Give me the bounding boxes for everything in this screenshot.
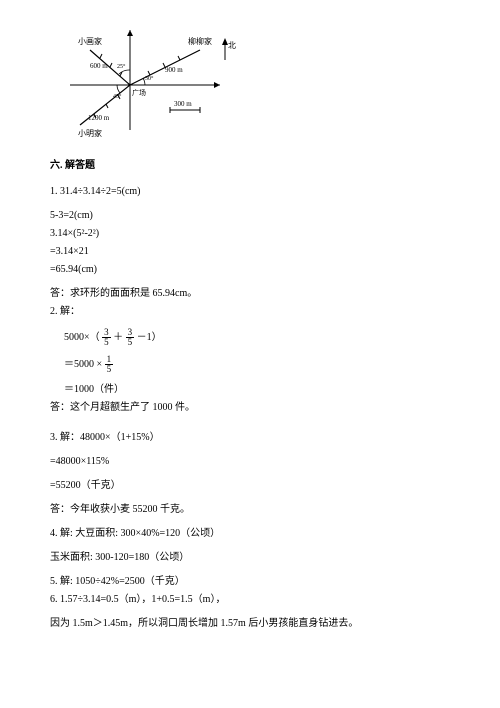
frac-3-5-b: 35 (126, 328, 135, 347)
label-north: 北 (228, 41, 236, 50)
q2-head: 2. 解： (50, 304, 450, 320)
q2-expr-prefix: 5000×（ (64, 332, 100, 343)
label-a45: 45° (113, 93, 122, 100)
q6-l1: 6. 1.57÷3.14=0.5（m），1+0.5=1.5（m）， (50, 592, 450, 608)
coordinate-diagram: 小画家 柳柳家 小明家 广场 北 600 m 900 m 1200 m 300 … (60, 20, 450, 140)
q3-ans: 答：今年收获小麦 55200 千克。 (50, 502, 450, 518)
q3-l3: =55200（千克） (50, 478, 450, 494)
q4-l1: 4. 解: 大豆面积: 300×40%=120（公顷） (50, 526, 450, 542)
q5-l1: 5. 解: 1050÷42%=2500（千克） (50, 574, 450, 590)
q1-l5: =65.94(cm) (50, 262, 450, 278)
q4-l2: 玉米面积: 300-120=180（公顷） (50, 550, 450, 566)
section-title: 六. 解答题 (50, 158, 450, 174)
label-600: 600 m (90, 62, 108, 70)
label-liuliu: 柳柳家 (188, 36, 212, 46)
q6-l2: 因为 1.5m＞1.45m，所以洞口周长增加 1.57m 后小男孩能直身钻进去。 (50, 616, 450, 632)
label-a30: 30° (145, 75, 154, 82)
q2-expr-suffix: －1） (137, 332, 162, 343)
label-300: 300 m (174, 100, 192, 108)
label-xiaoming: 小明家 (78, 128, 102, 138)
q1-l2: 5-3=2(cm) (50, 208, 450, 224)
label-center: 广场 (132, 88, 146, 97)
frac-1-5: 15 (105, 355, 114, 374)
q2-expr-mid: ＋ (113, 332, 123, 343)
q1-ans: 答：求环形的面面积是 65.94cm。 (50, 286, 450, 302)
q3-l1: 3. 解：48000×（1+15%） (50, 430, 450, 446)
frac-3-5-a: 35 (102, 328, 111, 347)
q2-l3: ＝1000（件） (64, 382, 450, 398)
q1-l1: 1. 31.4÷3.14÷2=5(cm) (50, 184, 450, 200)
label-a25: 25° (117, 63, 126, 70)
q2-expr1: 5000×（ 35 ＋ 35 －1） (64, 328, 450, 347)
label-1200: 1200 m (88, 114, 110, 122)
q2-ans: 答：这个月超额生产了 1000 件。 (50, 400, 450, 416)
q2-l2: ＝5000 × 15 (64, 355, 450, 374)
q1-l4: =3.14×21 (50, 244, 450, 260)
label-900: 900 m (165, 66, 183, 74)
q1-l3: 3.14×(5²-2²) (50, 226, 450, 242)
q2-l2-prefix: ＝5000 × (64, 359, 102, 370)
q3-l2: =48000×115% (50, 454, 450, 470)
label-xiaohua: 小画家 (78, 36, 102, 46)
